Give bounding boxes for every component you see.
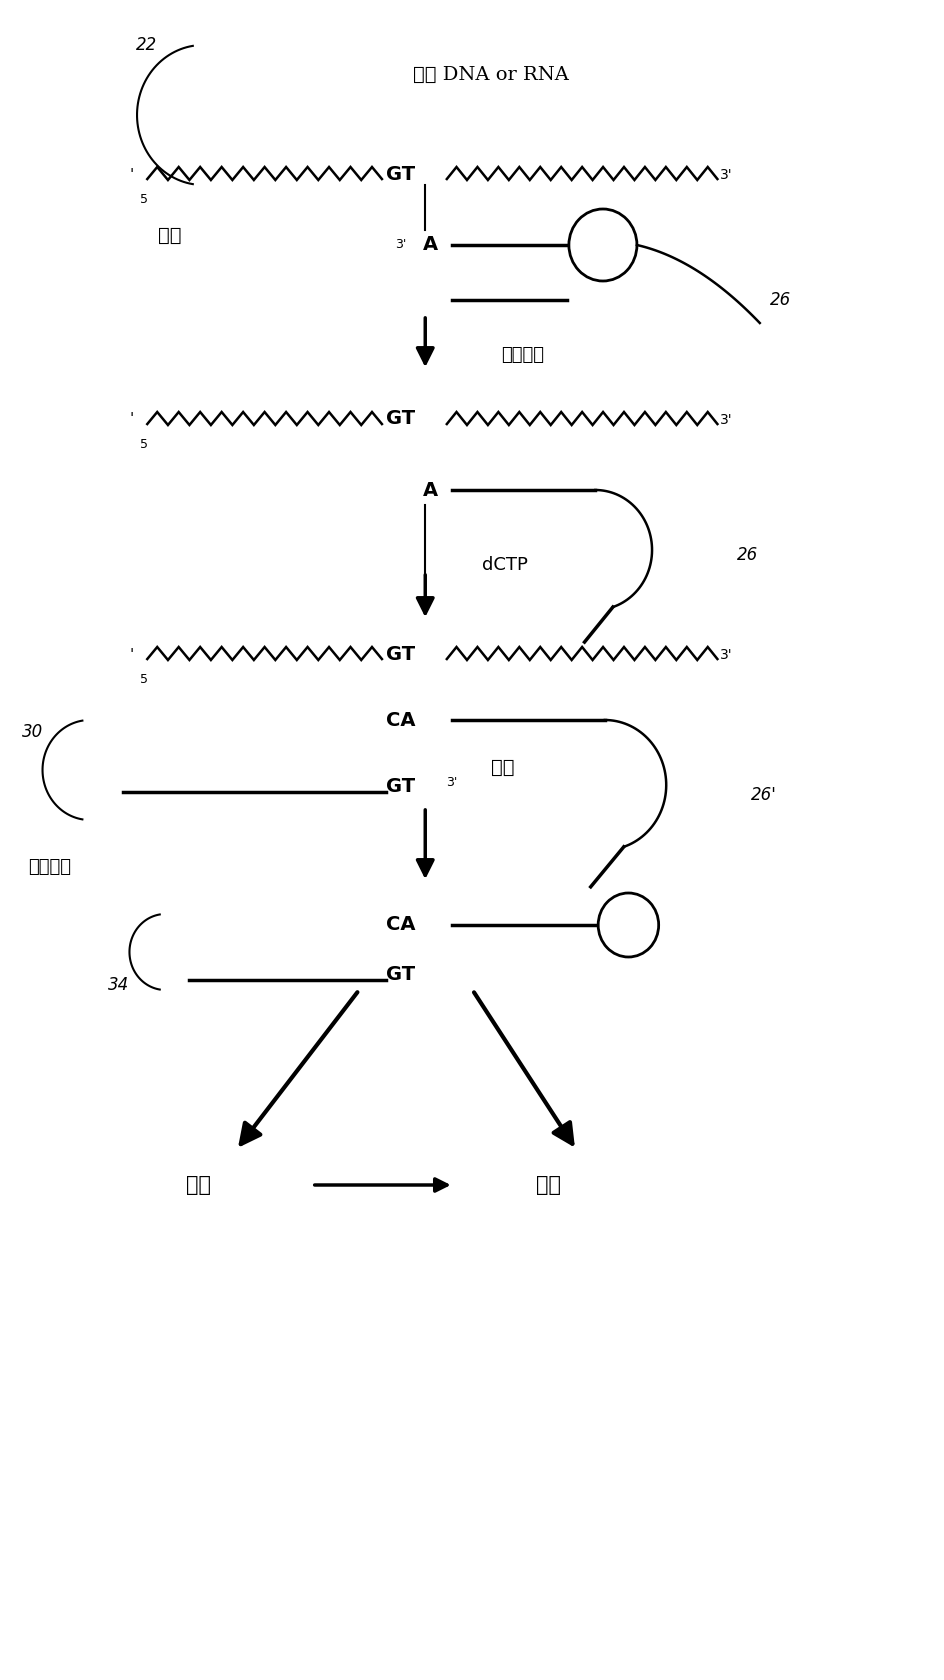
- Text: 5: 5: [140, 674, 147, 685]
- Text: 30: 30: [23, 722, 43, 741]
- Text: 靶标 DNA or RNA: 靶标 DNA or RNA: [413, 66, 568, 84]
- Text: 3': 3': [719, 648, 732, 662]
- Text: 检测探针: 检测探针: [28, 858, 72, 875]
- Text: 杂交: 杂交: [159, 225, 181, 245]
- Text: 5: 5: [140, 193, 147, 207]
- Text: 3': 3': [719, 168, 732, 181]
- Text: GT: GT: [385, 966, 414, 984]
- Text: CA: CA: [385, 916, 414, 934]
- Text: ': ': [130, 647, 134, 662]
- Text: 5: 5: [140, 438, 147, 450]
- Text: 34: 34: [108, 976, 128, 995]
- Text: 26: 26: [736, 546, 757, 564]
- Text: dCTP: dCTP: [481, 556, 528, 575]
- Text: A: A: [423, 480, 438, 499]
- Text: 扩增: 扩增: [186, 1174, 211, 1194]
- Text: GT: GT: [385, 645, 414, 664]
- Text: CA: CA: [385, 711, 414, 729]
- Text: 3': 3': [719, 413, 732, 427]
- Text: 连接: 连接: [491, 758, 514, 776]
- Text: GT: GT: [385, 165, 414, 183]
- Text: 3': 3': [446, 776, 457, 788]
- Text: 22: 22: [136, 35, 157, 54]
- Text: 检测: 检测: [535, 1174, 560, 1194]
- Text: 26: 26: [769, 291, 790, 309]
- Text: ': ': [130, 413, 134, 427]
- Text: 3': 3': [395, 239, 406, 252]
- Text: ': ': [130, 168, 134, 183]
- Text: 靶标探针: 靶标探针: [500, 346, 544, 365]
- Text: A: A: [423, 235, 438, 254]
- Text: GT: GT: [385, 778, 414, 796]
- Text: GT: GT: [385, 410, 414, 428]
- Text: 26': 26': [750, 786, 776, 805]
